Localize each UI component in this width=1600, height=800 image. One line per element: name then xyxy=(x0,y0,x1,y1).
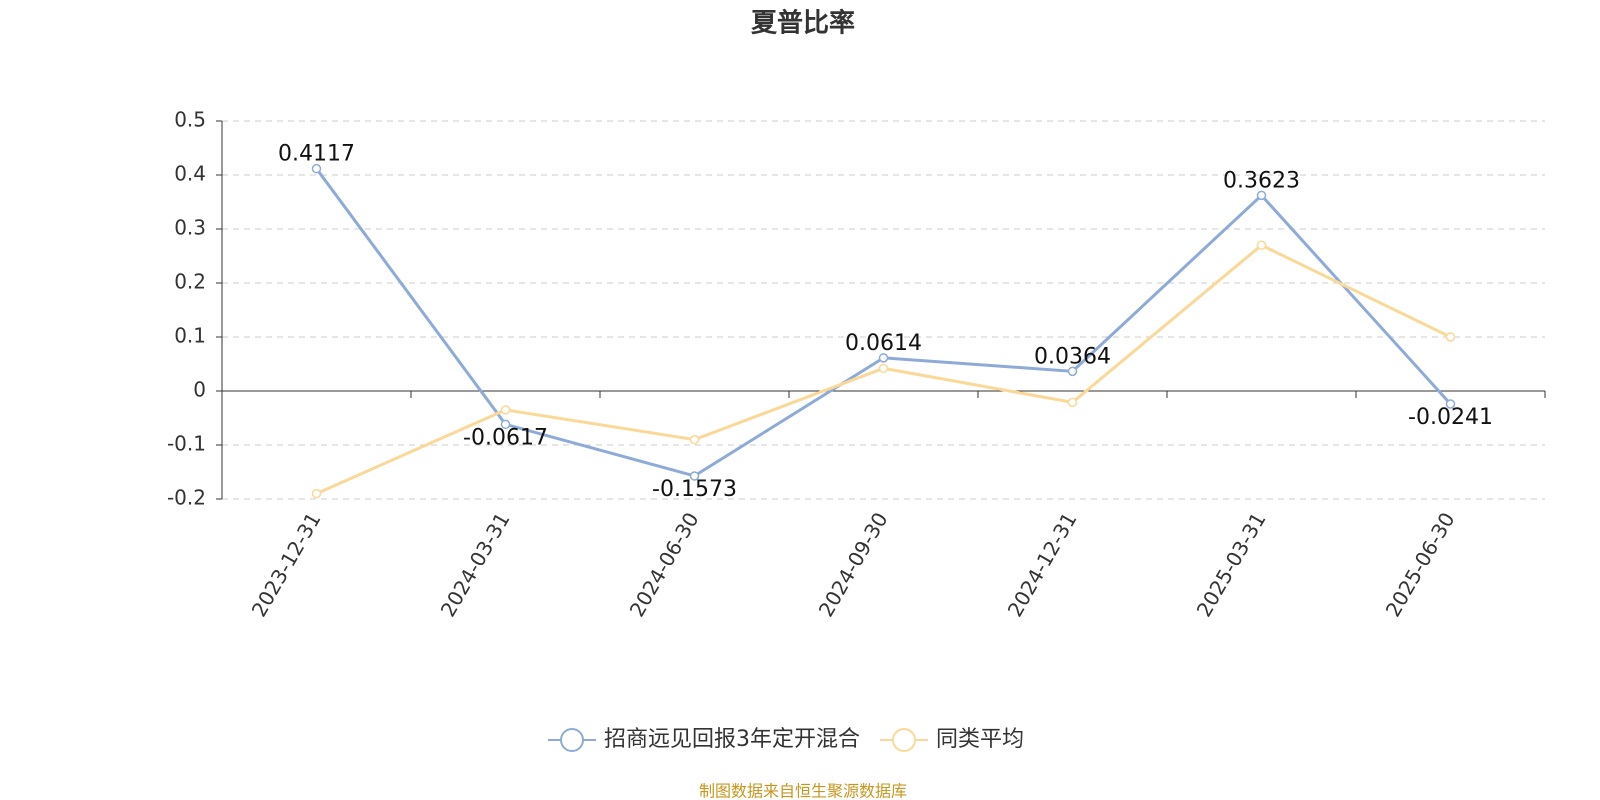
point xyxy=(1445,332,1456,342)
legend-label: 同类平均 xyxy=(936,727,1024,752)
data-label: 0.3623 xyxy=(1223,168,1300,193)
point xyxy=(1067,366,1078,377)
chart-title: 夏普比率 xyxy=(751,8,855,39)
point xyxy=(1067,397,1078,408)
legend-marker xyxy=(560,728,584,752)
y-tick-label: 0.3 xyxy=(174,216,206,240)
point xyxy=(689,434,700,445)
data-label: -0.0617 xyxy=(463,425,548,450)
x-tick-label: 2023-12-31 xyxy=(247,508,326,621)
point xyxy=(311,488,322,499)
source-note: 制图数据来自恒生聚源数据库 xyxy=(699,782,907,800)
data-label: 0.0614 xyxy=(845,331,922,356)
point xyxy=(689,471,700,481)
data-label: 0.0364 xyxy=(1034,344,1111,369)
data-label: -0.1573 xyxy=(652,477,737,502)
legend-item: 招商远见回报3年定开混合 xyxy=(548,727,860,752)
point xyxy=(878,353,889,363)
legend-item: 同类平均 xyxy=(880,727,1024,752)
x-tick-label: 2024-06-30 xyxy=(625,508,704,621)
y-tick-label: 0.1 xyxy=(174,324,206,348)
x-tick-label: 2024-09-30 xyxy=(814,508,893,621)
point xyxy=(1256,240,1267,250)
y-tick-label: 0.2 xyxy=(174,270,206,294)
y-tick-label: -0.2 xyxy=(167,486,206,510)
x-tick-label: 2024-12-31 xyxy=(1003,508,1082,621)
x-tick-label: 2024-03-31 xyxy=(436,508,515,621)
y-tick-label: -0.1 xyxy=(167,432,206,456)
point xyxy=(1445,399,1456,409)
data-label: -0.0241 xyxy=(1408,405,1493,430)
y-tick-label: 0.5 xyxy=(174,108,206,132)
legend-marker xyxy=(892,728,916,752)
point xyxy=(500,419,511,430)
legend-label: 招商远见回报3年定开混合 xyxy=(604,727,860,752)
y-tick-label: 0.4 xyxy=(174,162,206,186)
point xyxy=(1256,190,1267,201)
point xyxy=(311,163,322,174)
point xyxy=(878,363,889,374)
x-tick-label: 2025-03-31 xyxy=(1192,508,1271,621)
x-tick-label: 2025-06-30 xyxy=(1381,508,1460,621)
data-label: 0.4117 xyxy=(278,142,355,167)
y-tick-label: 0 xyxy=(193,378,206,402)
point xyxy=(500,405,511,415)
